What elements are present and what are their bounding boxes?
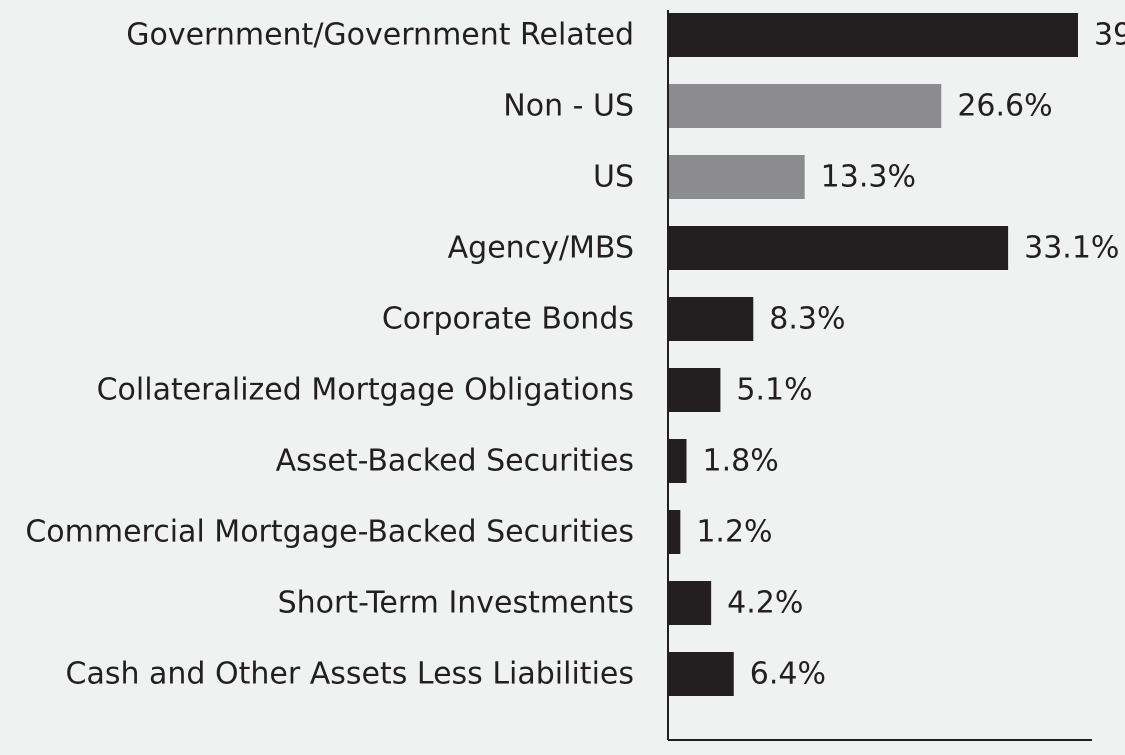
category-label: Collateralized Mortgage Obligations xyxy=(97,373,634,408)
bar xyxy=(668,297,754,341)
data-label: 8.3% xyxy=(769,302,845,337)
data-label: 39.9% xyxy=(1094,18,1125,53)
bar xyxy=(668,84,942,128)
category-label: Agency/MBS xyxy=(448,231,634,266)
bar xyxy=(668,155,805,199)
data-label: 1.2% xyxy=(696,515,772,550)
data-label: 4.2% xyxy=(727,586,803,621)
bar xyxy=(668,652,734,696)
category-label: Asset-Backed Securities xyxy=(276,444,634,479)
bar xyxy=(668,510,681,554)
category-label: Cash and Other Assets Less Liabilities xyxy=(66,657,634,692)
data-label: 26.6% xyxy=(957,89,1052,124)
data-label: 13.3% xyxy=(821,160,916,195)
bar xyxy=(668,13,1078,57)
data-label: 5.1% xyxy=(736,373,812,408)
bar xyxy=(668,368,721,412)
bar xyxy=(668,581,712,625)
data-label: 1.8% xyxy=(702,444,778,479)
category-label: Short-Term Investments xyxy=(278,586,634,621)
bar xyxy=(668,439,687,483)
category-label: Corporate Bonds xyxy=(382,302,634,337)
category-label: Commercial Mortgage-Backed Securities xyxy=(25,515,634,550)
bars-layer xyxy=(668,13,1078,696)
labels-layer: Government/Government Related 39.9% Non - … xyxy=(25,18,1125,692)
bar xyxy=(668,226,1009,270)
data-label: 33.1% xyxy=(1024,231,1119,266)
category-label: US xyxy=(593,160,634,195)
category-label: Non - US xyxy=(503,89,634,124)
data-label: 6.4% xyxy=(750,657,826,692)
category-label: Government/Government Related xyxy=(126,18,634,53)
